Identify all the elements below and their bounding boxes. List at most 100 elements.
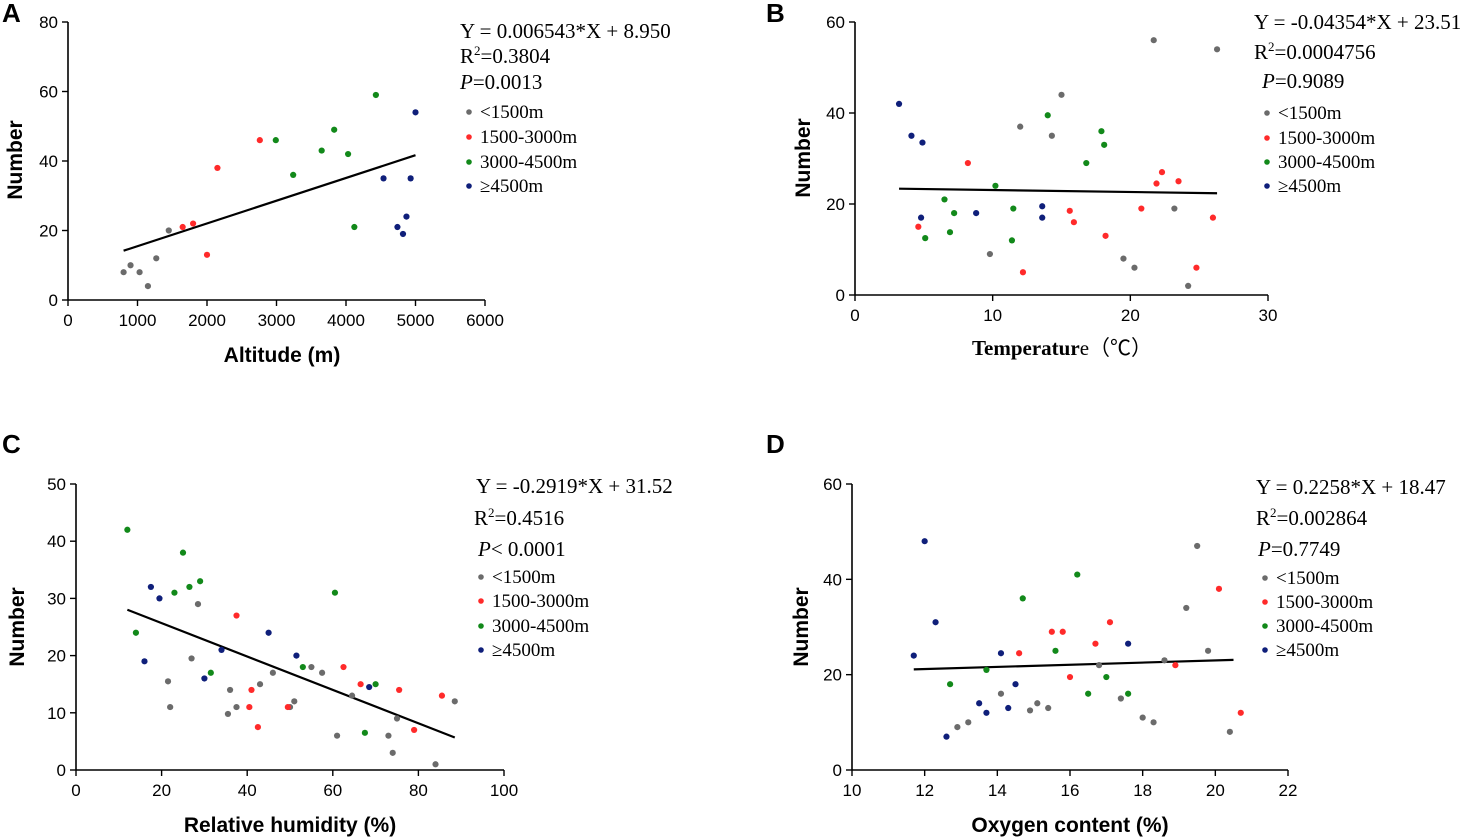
- legend-marker-1500-3000: [466, 134, 472, 140]
- data-point-g3000_4500: [124, 526, 131, 533]
- panel-b-xlabel: Temperature（℃）: [972, 336, 1152, 360]
- data-point-g1500_3000: [1059, 628, 1066, 635]
- data-point-g1500_3000: [1048, 628, 1055, 635]
- x-tick-label: 4000: [327, 311, 365, 330]
- data-point-g3000_4500: [983, 666, 990, 674]
- panel-a-r2: R2=0.3804: [460, 43, 551, 68]
- legend-label-3000-4500: 3000-4500m: [1276, 616, 1373, 637]
- panel-c-plot: 0 20 40 60 80 100 0 10 20 30 40 50: [47, 475, 518, 800]
- data-point-lt1500: [1117, 695, 1124, 702]
- legend-marker-3000-4500: [1264, 159, 1270, 165]
- y-tick-label: 0: [57, 761, 66, 780]
- data-point-lt1500: [319, 669, 326, 676]
- data-point-ge4500: [1005, 704, 1012, 712]
- data-point-lt1500: [308, 663, 315, 671]
- data-point-g3000_4500: [331, 589, 339, 596]
- panel-b-ylabel: Number: [792, 118, 815, 197]
- data-point-lt1500: [986, 250, 994, 258]
- data-point-g3000_4500: [186, 583, 193, 591]
- data-point-g1500_3000: [1016, 650, 1023, 657]
- data-point-lt1500: [165, 227, 172, 234]
- x-tick-label: 22: [1279, 781, 1298, 800]
- data-point-ge4500: [908, 132, 915, 139]
- data-point-lt1500: [1131, 264, 1138, 271]
- data-point-lt1500: [954, 724, 961, 731]
- data-point-g3000_4500: [197, 578, 204, 585]
- data-point-ge4500: [218, 646, 225, 653]
- data-point-lt1500: [1045, 704, 1052, 712]
- data-point-g1500_3000: [256, 137, 263, 144]
- data-point-lt1500: [256, 681, 264, 688]
- data-point-g1500_3000: [1215, 585, 1223, 592]
- panel-b-legend: <1500m 1500-3000m 3000-4500m ≥4500m: [1264, 103, 1375, 197]
- data-point-g1500_3000: [179, 223, 186, 231]
- y-tick-label: 20: [826, 195, 845, 214]
- legend-marker-3000-4500: [478, 623, 484, 629]
- data-point-g3000_4500: [992, 182, 999, 189]
- legend-marker-ge4500: [1262, 647, 1268, 653]
- regression-line: [126, 608, 456, 739]
- data-point-g1500_3000: [964, 159, 971, 167]
- data-point-ge4500: [1012, 681, 1019, 688]
- data-point-g3000_4500: [318, 147, 325, 154]
- data-point-ge4500: [917, 214, 925, 221]
- x-tick-label: 0: [71, 781, 80, 800]
- data-point-g1500_3000: [1209, 214, 1217, 221]
- panel-b-pvalue: P=0.9089: [1261, 69, 1344, 93]
- data-point-g1500_3000: [1066, 207, 1073, 214]
- data-point-g3000_4500: [272, 137, 279, 144]
- panel-c-equation: Y = -0.2919*X + 31.52: [476, 474, 673, 498]
- data-point-ge4500: [380, 175, 387, 182]
- y-tick-label: 60: [823, 475, 842, 494]
- panel-c: C 0 20 40 60 80 100 0 10 20 30 40 50 Relative humid…: [2, 429, 673, 837]
- data-point-g1500_3000: [1019, 269, 1027, 276]
- data-point-g1500_3000: [1153, 180, 1160, 187]
- legend-label-ge4500: ≥4500m: [1276, 640, 1339, 661]
- data-point-g3000_4500: [1101, 141, 1108, 148]
- data-point-g1500_3000: [1102, 232, 1109, 239]
- x-tick-label: 5000: [397, 311, 435, 330]
- data-point-g1500_3000: [438, 692, 446, 699]
- y-tick-label: 0: [833, 761, 842, 780]
- data-point-lt1500: [389, 749, 396, 756]
- data-point-lt1500: [1139, 714, 1146, 721]
- panel-b-equation: Y = -0.04354*X + 23.51: [1254, 10, 1461, 34]
- x-tick-label: 1000: [119, 311, 157, 330]
- panel-b-plot: 0 10 20 30 0 20 40 60: [826, 13, 1277, 325]
- data-point-ge4500: [1125, 640, 1132, 647]
- panel-b-r2: R2=0.0004756: [1254, 39, 1376, 64]
- data-point-g3000_4500: [171, 589, 178, 596]
- panel-d-ylabel: Number: [790, 587, 813, 666]
- data-point-g3000_4500: [1085, 690, 1092, 697]
- y-tick-label: 20: [47, 647, 66, 666]
- data-point-g3000_4500: [179, 549, 187, 556]
- data-point-g1500_3000: [396, 686, 403, 694]
- legend-label-lt1500: <1500m: [492, 567, 556, 588]
- data-point-ge4500: [932, 619, 939, 626]
- data-point-lt1500: [224, 710, 232, 718]
- x-tick-label: 0: [63, 311, 72, 330]
- data-point-lt1500: [385, 732, 392, 739]
- data-point-ge4500: [394, 223, 401, 231]
- panel-c-pvalue: P< 0.0001: [477, 537, 566, 561]
- legend-marker-1500-3000: [1264, 135, 1270, 141]
- data-point-g1500_3000: [1193, 264, 1200, 271]
- legend-label-lt1500: <1500m: [1278, 103, 1342, 124]
- data-point-ge4500: [910, 652, 917, 659]
- regression-line: [899, 187, 1218, 195]
- data-point-lt1500: [188, 655, 195, 662]
- data-point-ge4500: [407, 175, 414, 182]
- legend-label-1500-3000: 1500-3000m: [1276, 592, 1373, 613]
- legend-marker-lt1500: [1264, 110, 1270, 116]
- y-tick-label: 60: [39, 83, 58, 102]
- data-point-g3000_4500: [922, 235, 929, 242]
- legend-label-1500-3000: 1500-3000m: [1278, 128, 1375, 149]
- data-point-lt1500: [1171, 205, 1178, 212]
- panel-d-legend: <1500m 1500-3000m 3000-4500m ≥4500m: [1262, 568, 1373, 661]
- y-tick-label: 40: [47, 532, 66, 551]
- data-point-g1500_3000: [915, 223, 922, 230]
- x-tick-label: 18: [1133, 781, 1152, 800]
- x-tick-label: 20: [1121, 306, 1140, 325]
- data-point-g3000_4500: [1010, 205, 1017, 212]
